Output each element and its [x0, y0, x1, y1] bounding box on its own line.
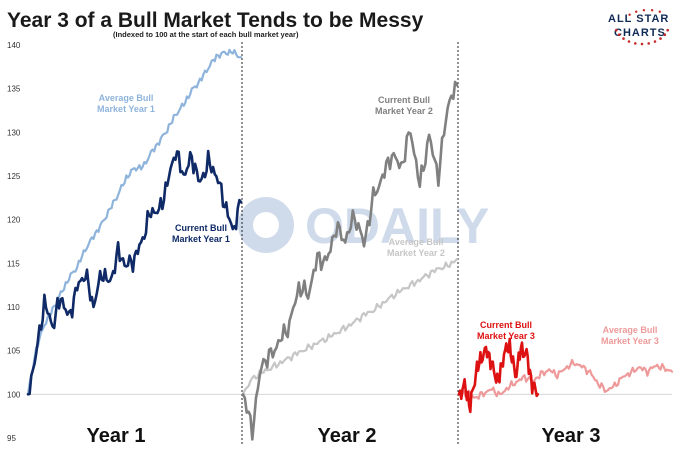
logo-star — [647, 42, 650, 45]
y-axis: 95 100 105 110 115 120 125 130 135 140 — [7, 41, 21, 443]
chart-subtitle: (Indexed to 100 at the start of each bul… — [113, 30, 299, 39]
series-label: Average Bull — [99, 93, 154, 103]
logo-star — [627, 40, 631, 43]
series-line — [241, 80, 459, 441]
y-tick-label: 105 — [7, 347, 21, 356]
series-line — [241, 257, 459, 396]
logo-star — [635, 10, 638, 13]
logo-star — [634, 42, 637, 45]
logo-star — [628, 13, 631, 16]
logo-star — [659, 37, 662, 40]
series-label: Market Year 2 — [387, 248, 445, 258]
y-tick-label: 95 — [7, 434, 16, 443]
brand-logo: ALL STAR CHARTS — [608, 9, 669, 46]
watermark-text: ODAILY — [305, 198, 489, 254]
logo-star — [666, 28, 669, 32]
logo-star — [658, 10, 661, 13]
series-label: Market Year 1 — [97, 104, 155, 114]
logo-star — [615, 28, 618, 32]
y-tick-label: 115 — [7, 259, 20, 268]
logo-line2: CHARTS — [614, 27, 666, 39]
logo-star — [640, 42, 644, 46]
series-line — [457, 358, 674, 400]
logo-line1: ALL STAR — [608, 13, 669, 25]
panel-year-label: Year 2 — [318, 425, 377, 447]
series-line — [26, 149, 243, 396]
y-tick-label: 130 — [7, 128, 21, 137]
logo-star — [663, 33, 667, 36]
logo-star — [650, 9, 654, 12]
series-label: Current Bull — [378, 95, 430, 105]
panel-year-label: Year 3 — [542, 425, 601, 447]
series-lines — [26, 48, 674, 441]
series-label: Current Bull — [175, 223, 227, 233]
logo-star — [622, 37, 625, 40]
chart-title: Year 3 of a Bull Market Tends to be Mess… — [7, 9, 424, 32]
panel-labels: Year 1 Year 2 Year 3 — [87, 425, 601, 447]
panel-year-label: Year 1 — [87, 425, 146, 447]
logo-star — [653, 40, 657, 43]
series-line — [26, 48, 243, 396]
panel-dividers — [241, 42, 459, 445]
y-tick-label: 100 — [7, 390, 21, 399]
y-tick-label: 110 — [7, 303, 20, 312]
series-label: Market Year 2 — [375, 106, 433, 116]
logo-stars-icon — [615, 9, 669, 46]
y-tick-label: 135 — [7, 85, 21, 94]
logo-star — [617, 33, 621, 36]
y-tick-label: 125 — [7, 172, 21, 181]
series-label: Market Year 3 — [477, 331, 535, 341]
series-label: Market Year 1 — [172, 234, 230, 244]
series-line — [457, 337, 540, 414]
series-label: Market Year 3 — [601, 336, 659, 346]
watermark: ODAILY — [238, 197, 489, 254]
y-tick-label: 120 — [7, 216, 21, 225]
series-label: Average Bull — [603, 325, 658, 335]
y-tick-label: 140 — [7, 41, 21, 50]
series-label: Current Bull — [480, 320, 532, 330]
series-label: Average Bull — [389, 237, 444, 247]
logo-star — [642, 9, 646, 12]
